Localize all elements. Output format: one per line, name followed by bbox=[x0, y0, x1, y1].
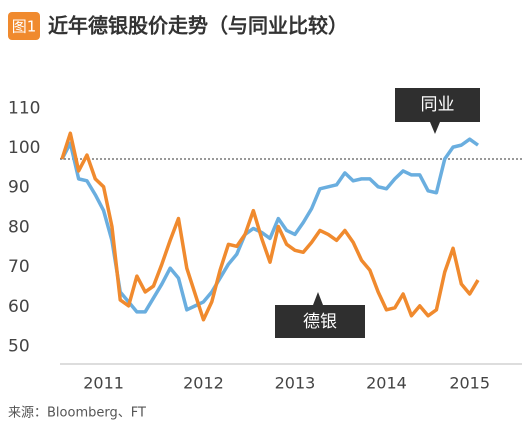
legend-label: 德银 bbox=[303, 312, 337, 332]
source: 来源：Bloomberg、FT bbox=[8, 406, 146, 421]
x-tick-label: 2011 bbox=[83, 374, 124, 393]
legend-box bbox=[395, 88, 480, 134]
x-tick-label: 2014 bbox=[366, 374, 407, 393]
series-line bbox=[60, 131, 480, 322]
series-line bbox=[60, 137, 480, 314]
badge: 图1 bbox=[12, 18, 37, 36]
x-tick-label: 2012 bbox=[183, 374, 224, 393]
y-tick-label: 100 bbox=[8, 138, 40, 158]
y-tick-label: 110 bbox=[8, 98, 40, 118]
badge-bg bbox=[8, 12, 40, 40]
x-tick-label: 2013 bbox=[275, 374, 316, 393]
y-tick-label: 50 bbox=[8, 336, 30, 356]
legend-label: 同业 bbox=[421, 95, 455, 115]
y-tick-label: 70 bbox=[8, 257, 30, 277]
y-tick-label: 60 bbox=[8, 297, 30, 317]
chart-title: 近年德银股价走势（与同业比较） bbox=[48, 14, 348, 38]
x-tick-label: 2015 bbox=[449, 374, 490, 393]
y-tick-label: 80 bbox=[8, 217, 30, 237]
legend-box bbox=[275, 292, 365, 338]
y-tick-label: 90 bbox=[8, 178, 30, 198]
